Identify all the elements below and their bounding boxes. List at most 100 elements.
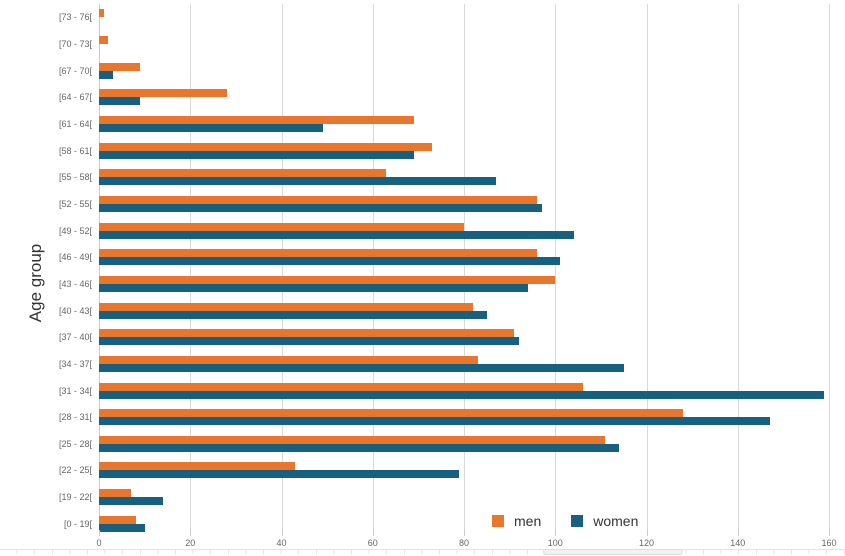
category-label: [73 - 76[: [58, 12, 92, 23]
category-label: [67 - 70[: [58, 65, 92, 76]
x-tick-label-20: 20: [185, 538, 196, 548]
category-label: [37 - 40[: [58, 332, 92, 343]
legend-item-men[interactable]: men: [492, 513, 541, 529]
bar-men[interactable]: [99, 275, 556, 284]
x-tick-label-100: 100: [547, 538, 563, 548]
chart-row: [70 - 73[: [0, 31, 845, 58]
bar-women[interactable]: [99, 390, 825, 399]
gridline-0: [99, 4, 100, 530]
category-label: [52 - 55[: [58, 198, 92, 209]
chart-row: [49 - 52[: [0, 217, 845, 244]
chart-row: [61 - 64[: [0, 111, 845, 138]
bar-group: [99, 169, 829, 186]
bar-women[interactable]: [99, 443, 620, 452]
chart-row: [43 - 46[: [0, 271, 845, 298]
chart-row: [64 - 67[: [0, 84, 845, 111]
x-tick-label-80: 80: [458, 538, 469, 548]
bar-men[interactable]: [99, 515, 136, 524]
bar-group: [99, 222, 829, 239]
chart-row: [67 - 70[: [0, 57, 845, 84]
bar-women[interactable]: [99, 70, 113, 79]
chart-scrollbar-thumb[interactable]: [543, 549, 683, 555]
bar-women[interactable]: [99, 523, 145, 532]
gridline-120: [646, 4, 648, 530]
chart-row: [34 - 37[: [0, 351, 845, 378]
chart-row: [22 - 25[: [0, 457, 845, 484]
chart-row: [55 - 58[: [0, 164, 845, 191]
bar-women[interactable]: [99, 203, 542, 212]
bar-men[interactable]: [99, 62, 141, 71]
bar-group: [99, 142, 829, 159]
bar-women[interactable]: [99, 417, 770, 426]
bar-men[interactable]: [99, 169, 387, 178]
bar-women[interactable]: [99, 497, 163, 506]
bar-men[interactable]: [99, 489, 131, 498]
category-label: [0 - 19[: [63, 518, 92, 529]
bar-women[interactable]: [99, 97, 141, 106]
bar-group: [99, 249, 829, 266]
x-axis-labels: 0 20 40 60 80 100 120 140 160: [96, 538, 836, 549]
x-tick-0: [99, 530, 100, 536]
category-label: [31 - 34[: [58, 385, 92, 396]
bar-women[interactable]: [99, 177, 496, 186]
chart-row: [46 - 49[: [0, 244, 845, 271]
legend-item-women[interactable]: women: [571, 513, 638, 529]
bar-men[interactable]: [99, 355, 478, 364]
x-axis-ticks: [99, 530, 830, 536]
chart-row: [52 - 55[: [0, 191, 845, 218]
x-tick-80: [464, 530, 465, 536]
bar-men[interactable]: [99, 435, 606, 444]
gridlines-layer: [99, 4, 830, 530]
bar-group: [99, 35, 829, 52]
bar-women[interactable]: [99, 363, 624, 372]
bar-men[interactable]: [99, 142, 433, 151]
bar-group: [99, 382, 829, 399]
chart-row: [25 - 28[: [0, 431, 845, 458]
bar-group: [99, 329, 829, 346]
bar-men[interactable]: [99, 462, 296, 471]
bar-women[interactable]: [99, 310, 487, 319]
chart-row: [37 - 40[: [0, 324, 845, 351]
bar-group: [99, 489, 829, 506]
x-tick-140: [737, 530, 739, 536]
bar-group: [99, 435, 829, 452]
bar-group: [99, 195, 829, 212]
x-tick-40: [281, 530, 283, 536]
bar-men[interactable]: [99, 249, 537, 258]
bar-men[interactable]: [99, 115, 414, 124]
bar-women[interactable]: [99, 230, 574, 239]
bar-group: [99, 409, 829, 426]
bar-men[interactable]: [99, 89, 227, 98]
bar-men[interactable]: [99, 302, 474, 311]
bar-men[interactable]: [99, 35, 109, 44]
bar-women[interactable]: [99, 123, 323, 132]
gridline-40: [281, 4, 283, 530]
bar-men[interactable]: [99, 195, 537, 204]
bar-women[interactable]: [99, 470, 460, 479]
bar-men[interactable]: [99, 409, 683, 418]
category-label: [22 - 25[: [58, 465, 92, 476]
chart-rows: [73 - 76[ [70 - 73[ [67 - 70[ [64 - 67[[61 …: [0, 4, 845, 537]
bar-men[interactable]: [99, 329, 515, 338]
x-tick-label-40: 40: [276, 538, 287, 548]
category-label: [25 - 28[: [58, 438, 92, 449]
x-tick-label-0: 0: [96, 538, 102, 548]
bar-women[interactable]: [99, 283, 528, 292]
bar-women[interactable]: [99, 257, 560, 266]
bar-men[interactable]: [99, 382, 583, 391]
bar-group: [99, 9, 829, 25]
bar-men[interactable]: [99, 9, 104, 18]
x-tick-label-60: 60: [367, 538, 378, 548]
x-tick-label-160: 160: [821, 538, 837, 548]
bar-group: [99, 462, 829, 479]
x-tick-120: [646, 530, 648, 536]
bar-women[interactable]: [99, 337, 519, 346]
gridline-140: [737, 4, 739, 530]
category-label: [58 - 61[: [58, 145, 92, 156]
gridline-80: [464, 4, 465, 530]
bar-women[interactable]: [99, 150, 414, 159]
gridline-160: [829, 4, 830, 530]
bar-group: [99, 275, 829, 292]
men-series-swatch-icon: [492, 515, 504, 527]
bar-men[interactable]: [99, 222, 464, 231]
